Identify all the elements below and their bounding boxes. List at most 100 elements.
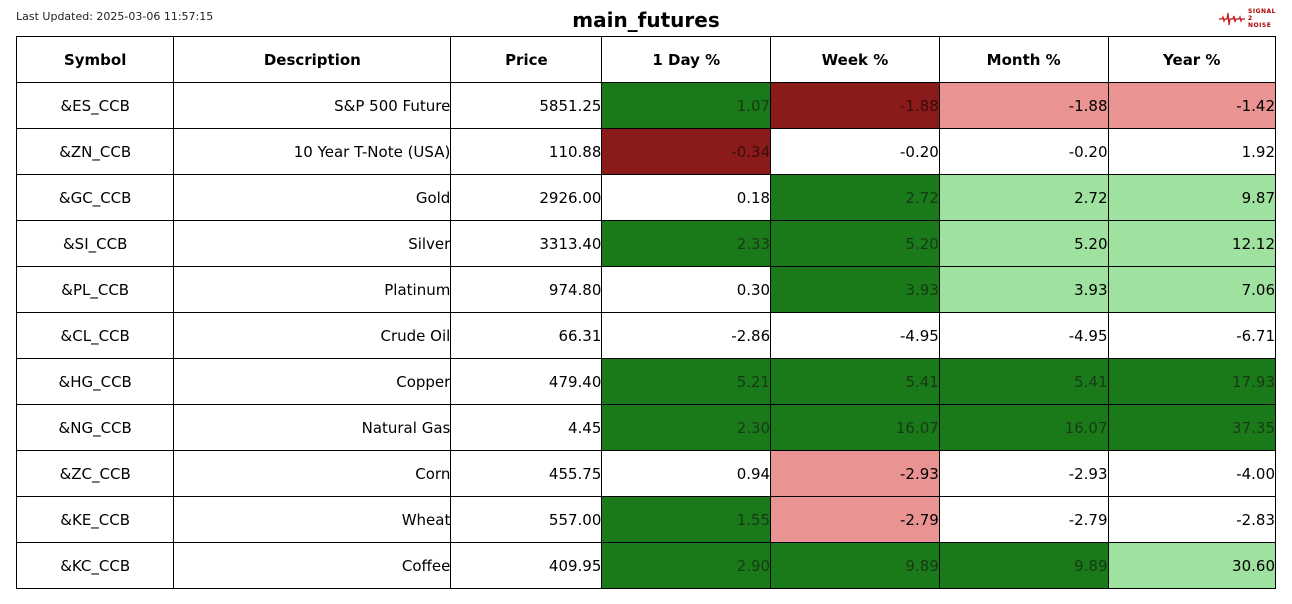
logo: SIGNAL 2 NOISE xyxy=(1219,8,1276,29)
description-cell: Silver xyxy=(174,221,451,267)
table-row: &SI_CCBSilver3313.402.335.205.2012.12 xyxy=(17,221,1276,267)
pct-cell: 5.41 xyxy=(771,359,940,405)
col-header: Symbol xyxy=(17,37,174,83)
pct-cell: 3.93 xyxy=(771,267,940,313)
pct-cell: -6.71 xyxy=(1108,313,1275,359)
table-row: &GC_CCBGold2926.000.182.722.729.87 xyxy=(17,175,1276,221)
col-header: Week % xyxy=(771,37,940,83)
symbol-cell: &GC_CCB xyxy=(17,175,174,221)
pct-cell: -1.88 xyxy=(939,83,1108,129)
price-cell: 5851.25 xyxy=(451,83,602,129)
futures-table: SymbolDescriptionPrice1 Day %Week %Month… xyxy=(16,36,1276,589)
symbol-cell: &PL_CCB xyxy=(17,267,174,313)
price-cell: 3313.40 xyxy=(451,221,602,267)
pct-cell: 0.30 xyxy=(602,267,771,313)
description-cell: Crude Oil xyxy=(174,313,451,359)
price-cell: 66.31 xyxy=(451,313,602,359)
description-cell: 10 Year T-Note (USA) xyxy=(174,129,451,175)
description-cell: S&P 500 Future xyxy=(174,83,451,129)
pct-cell: 5.20 xyxy=(939,221,1108,267)
price-cell: 455.75 xyxy=(451,451,602,497)
pct-cell: 1.55 xyxy=(602,497,771,543)
pct-cell: -2.86 xyxy=(602,313,771,359)
table-row: &CL_CCBCrude Oil66.31-2.86-4.95-4.95-6.7… xyxy=(17,313,1276,359)
price-cell: 974.80 xyxy=(451,267,602,313)
pct-cell: 0.94 xyxy=(602,451,771,497)
price-cell: 479.40 xyxy=(451,359,602,405)
pct-cell: 0.18 xyxy=(602,175,771,221)
table-row: &KC_CCBCoffee409.952.909.899.8930.60 xyxy=(17,543,1276,589)
table-row: &ZN_CCB10 Year T-Note (USA)110.88-0.34 -0… xyxy=(17,129,1276,175)
logo-line2: 2 xyxy=(1248,15,1276,22)
pct-cell: 5.41 xyxy=(939,359,1108,405)
pct-cell: -1.88 xyxy=(771,83,940,129)
table-row: &PL_CCBPlatinum974.800.303.933.937.06 xyxy=(17,267,1276,313)
pct-cell: 2.72 xyxy=(771,175,940,221)
price-cell: 409.95 xyxy=(451,543,602,589)
pct-cell: 2.33 xyxy=(602,221,771,267)
table-row: &NG_CCBNatural Gas4.452.3016.0716.0737.3… xyxy=(17,405,1276,451)
pct-cell: 9.89 xyxy=(939,543,1108,589)
description-cell: Corn xyxy=(174,451,451,497)
description-cell: Coffee xyxy=(174,543,451,589)
pct-cell: 1.07 xyxy=(602,83,771,129)
pct-cell: 2.72 xyxy=(939,175,1108,221)
pct-cell: -1.42 xyxy=(1108,83,1275,129)
pct-cell: 16.07 xyxy=(771,405,940,451)
pct-cell: 5.20 xyxy=(771,221,940,267)
pct-cell: 9.87 xyxy=(1108,175,1275,221)
table-body: &ES_CCBS&P 500 Future5851.251.07-1.88-1.… xyxy=(17,83,1276,589)
table-row: &ZC_CCBCorn455.750.94-2.93-2.93-4.00 xyxy=(17,451,1276,497)
logo-line3: NOISE xyxy=(1248,22,1276,29)
logo-line1: SIGNAL xyxy=(1248,8,1276,15)
pct-cell: 16.07 xyxy=(939,405,1108,451)
symbol-cell: &ZN_CCB xyxy=(17,129,174,175)
symbol-cell: &CL_CCB xyxy=(17,313,174,359)
symbol-cell: &ZC_CCB xyxy=(17,451,174,497)
description-cell: Platinum xyxy=(174,267,451,313)
pct-cell: -0.34 xyxy=(602,129,771,175)
price-cell: 2926.00 xyxy=(451,175,602,221)
pct-cell: -4.95 xyxy=(939,313,1108,359)
table-header-row: SymbolDescriptionPrice1 Day %Week %Month… xyxy=(17,37,1276,83)
pct-cell: 17.93 xyxy=(1108,359,1275,405)
pct-cell: -4.95 xyxy=(771,313,940,359)
pct-cell: 12.12 xyxy=(1108,221,1275,267)
pct-cell: 3.93 xyxy=(939,267,1108,313)
pct-cell: -2.79 xyxy=(771,497,940,543)
col-header: Year % xyxy=(1108,37,1275,83)
symbol-cell: &HG_CCB xyxy=(17,359,174,405)
pct-cell: -0.20 xyxy=(939,129,1108,175)
pct-cell: 30.60 xyxy=(1108,543,1275,589)
col-header: Price xyxy=(451,37,602,83)
description-cell: Copper xyxy=(174,359,451,405)
pct-cell: 7.06 xyxy=(1108,267,1275,313)
pct-cell: -4.00 xyxy=(1108,451,1275,497)
col-header: 1 Day % xyxy=(602,37,771,83)
description-cell: Natural Gas xyxy=(174,405,451,451)
description-cell: Wheat xyxy=(174,497,451,543)
symbol-cell: &NG_CCB xyxy=(17,405,174,451)
pct-cell: -2.79 xyxy=(939,497,1108,543)
table-row: &ES_CCBS&P 500 Future5851.251.07-1.88-1.… xyxy=(17,83,1276,129)
table-row: &KE_CCBWheat557.001.55-2.79-2.79-2.83 xyxy=(17,497,1276,543)
pct-cell: 37.35 xyxy=(1108,405,1275,451)
last-updated-label: Last Updated: 2025-03-06 11:57:15 xyxy=(16,10,213,23)
logo-wave-icon xyxy=(1219,10,1245,28)
page-title: main_futures xyxy=(572,8,720,32)
pct-cell: -2.93 xyxy=(771,451,940,497)
pct-cell: 9.89 xyxy=(771,543,940,589)
symbol-cell: &SI_CCB xyxy=(17,221,174,267)
description-cell: Gold xyxy=(174,175,451,221)
symbol-cell: &KE_CCB xyxy=(17,497,174,543)
pct-cell: 5.21 xyxy=(602,359,771,405)
price-cell: 110.88 xyxy=(451,129,602,175)
pct-cell: 1.92 xyxy=(1108,129,1275,175)
price-cell: 557.00 xyxy=(451,497,602,543)
logo-text: SIGNAL 2 NOISE xyxy=(1248,8,1276,29)
symbol-cell: &KC_CCB xyxy=(17,543,174,589)
symbol-cell: &ES_CCB xyxy=(17,83,174,129)
pct-cell: 2.90 xyxy=(602,543,771,589)
col-header: Description xyxy=(174,37,451,83)
pct-cell: -2.93 xyxy=(939,451,1108,497)
